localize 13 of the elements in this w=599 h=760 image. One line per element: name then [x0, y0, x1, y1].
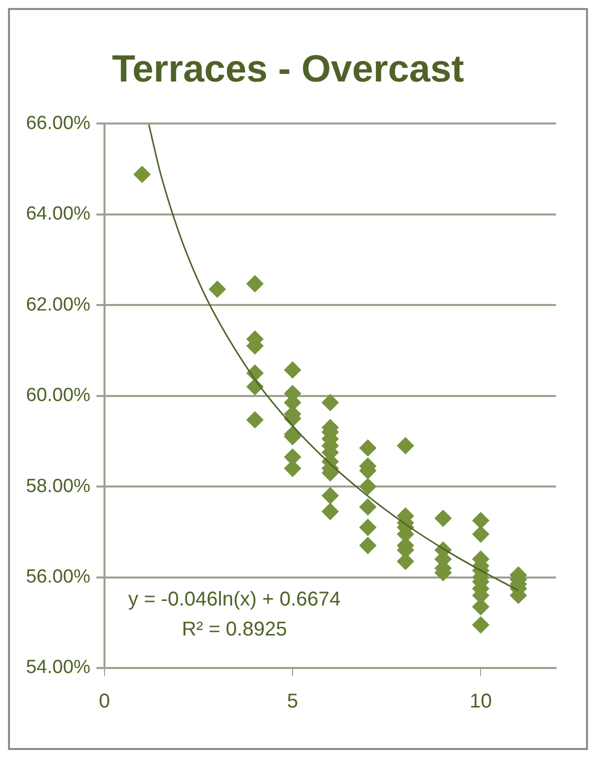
x-tick-label: 0: [98, 690, 110, 713]
x-tick-label: 5: [287, 690, 298, 713]
y-tick-label: 54.00%: [26, 657, 91, 678]
x-tick-label: 10: [470, 690, 492, 713]
y-tick-label: 56.00%: [26, 566, 91, 588]
y-tick-label: 64.00%: [26, 204, 91, 225]
chart-title: Terraces - Overcast: [112, 48, 464, 90]
annotation: y = -0.046ln(x) + 0.6674: [128, 588, 341, 611]
y-tick-label: 62.00%: [26, 294, 91, 316]
y-tick-label: 66.00%: [26, 112, 91, 134]
y-tick-label: 60.00%: [26, 385, 91, 406]
y-tick-label: 58.00%: [26, 476, 91, 497]
annotation: R² = 0.8925: [182, 618, 287, 641]
